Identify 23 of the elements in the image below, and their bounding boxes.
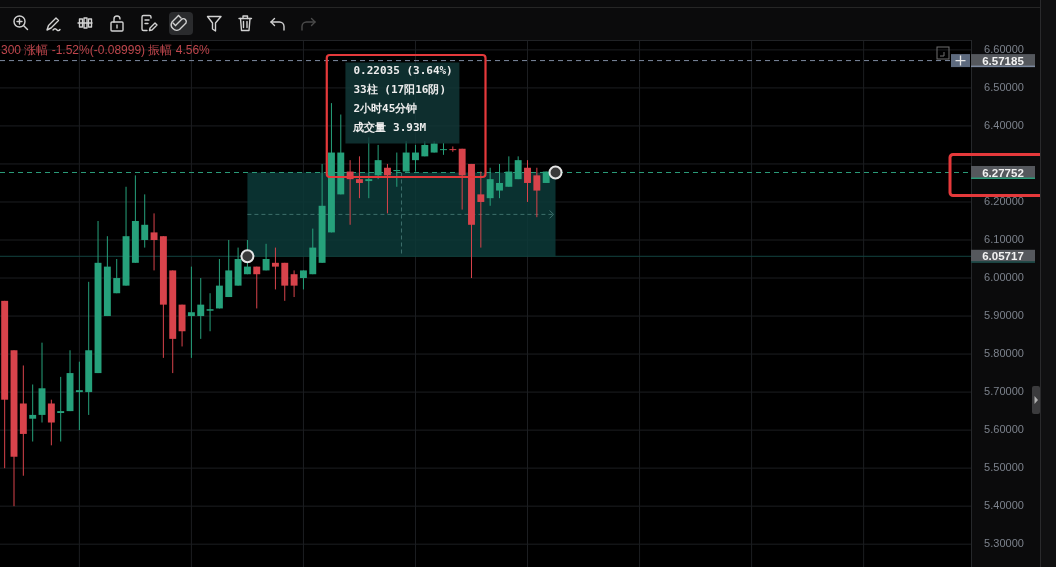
- y-tick-label: 5.80000: [984, 347, 1024, 360]
- annotation: 0.22035 (3.64%): [353, 63, 453, 77]
- y-tick-label: 5.30000: [984, 537, 1024, 550]
- annotation: 2小时45分钟: [353, 101, 418, 115]
- y-tick-label: 6.10000: [984, 233, 1024, 245]
- y-tick-label: 5.90000: [984, 309, 1024, 322]
- subtitle: 300 涨幅 -1.52%(-0.08999) 振幅 4.56%: [1, 43, 210, 57]
- ref-line-tag: 6.27752: [971, 166, 1035, 179]
- y-tick-label: 5.70000: [984, 385, 1024, 398]
- y-tick-label: 5.40000: [984, 499, 1024, 512]
- ref-line-label: 6.57185: [982, 54, 1025, 67]
- annotation: 成交量 3.93M: [353, 120, 427, 134]
- y-tick-label: 6.40000: [984, 118, 1024, 131]
- ref-line-tag: 6.57185: [971, 54, 1035, 68]
- y-tick-label: 6.60000: [984, 42, 1024, 55]
- y-tick-label: 6.50000: [984, 80, 1024, 93]
- ref-line-label: 6.27752: [982, 166, 1024, 179]
- y-tick-label: 6.20000: [984, 195, 1024, 207]
- annotation: 33柱 (17阳16阴): [353, 82, 447, 96]
- y-tick-label: 5.60000: [984, 423, 1024, 436]
- ref-line-label: 6.05717: [982, 250, 1024, 263]
- y-tick-label: 6.00000: [984, 271, 1024, 283]
- y-tick-label: 5.50000: [984, 461, 1024, 474]
